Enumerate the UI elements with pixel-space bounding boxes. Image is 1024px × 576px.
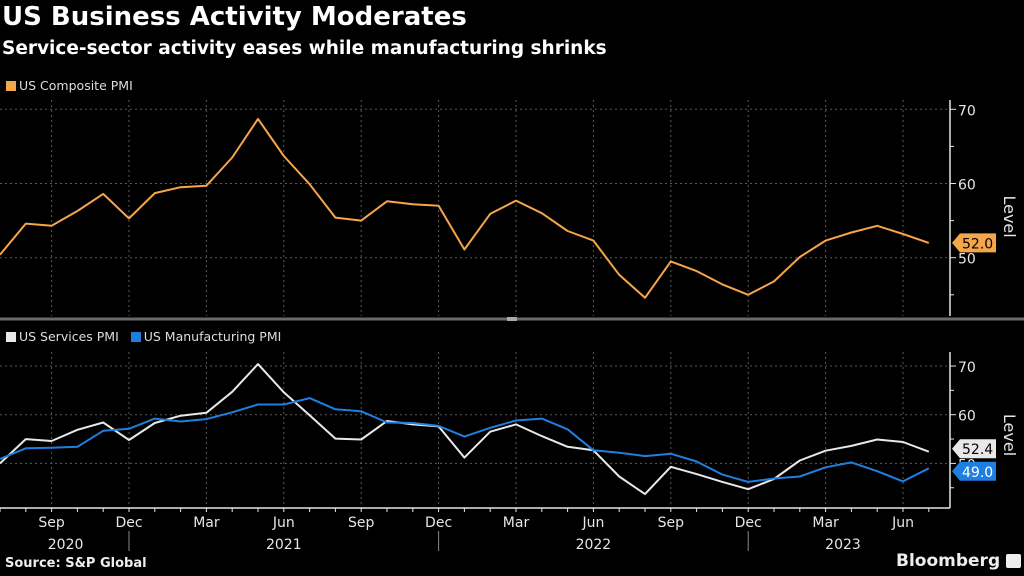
top-y-axis-title: Level	[1000, 195, 1019, 237]
bottom-legend: US Services PMI US Manufacturing PMI	[6, 329, 293, 344]
x-year-label-2022: 2022	[576, 537, 612, 553]
bottom-y-axis-title: Level	[1000, 414, 1019, 456]
legend-label-services: US Services PMI	[19, 329, 119, 344]
chart-title: US Business Activity Moderates	[2, 2, 467, 32]
x-tick-label-2020-12: Dec	[115, 515, 142, 531]
bottom-series-services-line	[0, 363, 930, 496]
top-y-tick-label-60: 60	[958, 178, 976, 194]
top-y-tick-label-50: 50	[958, 252, 976, 268]
bottom-y-tick-label-70: 70	[958, 360, 976, 376]
x-tick-label-2021-12: Dec	[425, 515, 452, 531]
legend-swatch-composite	[6, 80, 16, 91]
top-badge-composite	[952, 233, 996, 253]
bottom-badge-services	[952, 439, 996, 459]
bloomberg-logo: Bloomberg	[896, 551, 1001, 571]
legend-swatch-services	[6, 331, 16, 342]
bottom-badge-manufacturing	[952, 461, 996, 481]
top-series-composite-line	[0, 117, 930, 299]
legend-label-manufacturing: US Manufacturing PMI	[143, 329, 282, 344]
bloomberg-chart-icon	[1006, 554, 1021, 568]
legend-item-services: US Services PMI	[6, 329, 119, 344]
x-tick-label-2021-06: Jun	[272, 515, 295, 531]
panel-resize-handle	[507, 317, 517, 321]
bottom-series-manufacturing-line	[0, 397, 930, 483]
source-note: Source: S&P Global	[5, 556, 147, 571]
legend-item-composite: US Composite PMI	[6, 78, 133, 93]
bottom-badge-label-manufacturing: 49.0	[962, 465, 993, 481]
x-tick-label-2022-03: Mar	[503, 515, 530, 531]
legend-swatch-manufacturing	[130, 331, 141, 342]
x-year-label-2021: 2021	[266, 537, 302, 553]
x-tick-label-2022-12: Dec	[735, 515, 762, 531]
x-year-label-2023: 2023	[825, 537, 861, 553]
x-tick-label-2021-03: Mar	[193, 515, 220, 531]
x-tick-label-2020-09: Sep	[38, 515, 65, 531]
legend-label-composite: US Composite PMI	[19, 78, 133, 93]
legend-item-manufacturing: US Manufacturing PMI	[130, 329, 282, 344]
bottom-y-tick-label-60: 60	[958, 409, 976, 425]
x-year-label-2020: 2020	[48, 537, 84, 553]
x-tick-label-2021-09: Sep	[348, 515, 375, 531]
x-tick-label-2023-06: Jun	[891, 515, 914, 531]
x-tick-label-2022-09: Sep	[658, 515, 685, 531]
bottom-badge-label-services: 52.4	[962, 442, 993, 458]
top-badge-label-composite: 52.0	[962, 236, 993, 252]
top-legend: US Composite PMI	[6, 78, 145, 93]
chart-subtitle: Service-sector activity eases while manu…	[2, 38, 607, 59]
x-tick-label-2023-03: Mar	[812, 515, 839, 531]
top-y-tick-label-70: 70	[958, 103, 976, 119]
x-tick-label-2022-06: Jun	[581, 515, 604, 531]
